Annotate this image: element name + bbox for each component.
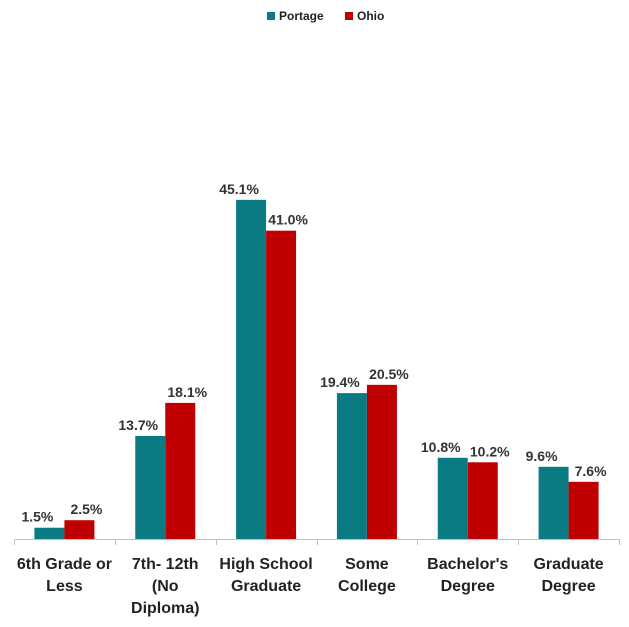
category-label: Degree: [541, 578, 595, 595]
category-label: Bachelor's: [427, 556, 508, 573]
value-label: 9.6%: [526, 448, 558, 464]
legend-swatch-ohio: [345, 12, 353, 20]
bar-portage: [336, 393, 367, 539]
legend: Portage Ohio: [267, 9, 384, 23]
value-label: 45.1%: [219, 181, 259, 197]
category-label: College: [338, 578, 396, 595]
category-label: 6th Grade or: [17, 556, 112, 573]
category-label: Diploma): [131, 600, 199, 617]
value-label: 10.2%: [470, 443, 510, 459]
bar-portage: [437, 457, 468, 539]
value-labels: 1.5% 2.5% 13.7% 18.1% 45.1% 41.0% 19.4% 20.5% 10…: [21, 181, 607, 525]
category-label: Degree: [441, 578, 495, 595]
value-label: 10.8%: [421, 439, 461, 455]
category-label: Some: [345, 556, 389, 573]
value-label: 7.6%: [575, 463, 607, 479]
bar-portage: [236, 199, 267, 539]
category-label: Less: [46, 578, 83, 595]
legend-swatch-portage: [267, 12, 275, 20]
legend-label-portage: Portage: [279, 9, 324, 23]
value-label: 2.5%: [70, 501, 102, 517]
category-label: (No: [152, 578, 179, 595]
value-label: 13.7%: [118, 417, 158, 433]
category-label: Graduate: [231, 578, 301, 595]
value-label: 41.0%: [268, 212, 308, 228]
legend-label-ohio: Ohio: [357, 9, 384, 23]
x-axis: [14, 539, 620, 545]
bar-ohio: [64, 520, 95, 539]
category-labels: 6th Grade or Less 7th- 12th (No Diploma) High…: [17, 556, 604, 617]
bar-portage: [34, 527, 65, 539]
bars: [34, 199, 599, 539]
value-label: 18.1%: [167, 384, 207, 400]
value-label: 1.5%: [21, 509, 53, 525]
bar-ohio: [266, 230, 297, 539]
category-label: Graduate: [533, 556, 603, 573]
bar-ohio: [568, 481, 599, 539]
value-label: 20.5%: [369, 366, 409, 382]
bar-portage: [538, 466, 569, 539]
bar-ohio: [366, 384, 397, 539]
value-label: 19.4%: [320, 374, 360, 390]
bar-ohio: [467, 462, 498, 539]
bar-portage: [135, 435, 166, 539]
bar-ohio: [165, 402, 196, 539]
category-label: 7th- 12th: [132, 556, 199, 573]
category-label: High School: [219, 556, 312, 573]
